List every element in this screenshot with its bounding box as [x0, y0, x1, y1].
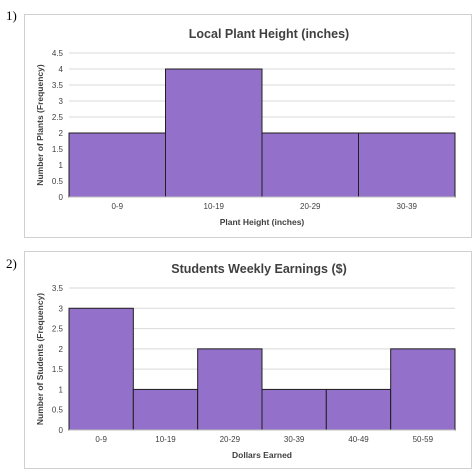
- y-tick-label: 4: [59, 65, 64, 74]
- y-tick-label: 4.5: [52, 49, 64, 58]
- bar-40-49: [325, 388, 392, 431]
- x-axis-title: Plant Height (inches): [220, 217, 305, 227]
- chart-panel-weekly-earnings: Students Weekly Earnings ($) 0 0.5 1 1.5 2 2.5…: [24, 251, 472, 469]
- bar-30-39: [261, 388, 327, 431]
- chart-title: Local Plant Height (inches): [189, 27, 349, 41]
- x-axis-title: Dollars Earned: [232, 450, 292, 460]
- x-tick-label: 50-59: [413, 435, 434, 444]
- x-tick-label: 30-39: [284, 435, 305, 444]
- x-tick-label: 30-39: [397, 202, 418, 211]
- y-tick-label: 0.5: [52, 406, 64, 415]
- problem-1-number: 1): [6, 8, 17, 23]
- bar-20-29: [197, 348, 263, 431]
- chart-title: Students Weekly Earnings ($): [171, 262, 347, 276]
- y-tick-label: 2: [59, 129, 64, 138]
- y-tick-label: 1.5: [52, 145, 64, 154]
- y-tick-label: 2.5: [52, 325, 64, 334]
- x-tick-label: 0-9: [95, 435, 107, 444]
- x-tick-label: 40-49: [348, 435, 369, 444]
- y-tick-label: 0.5: [52, 177, 64, 186]
- y-tick-label: 0: [59, 426, 64, 435]
- y-tick-label: 2: [59, 345, 64, 354]
- y-tick-label: 3: [59, 97, 64, 106]
- plant-height-histogram: Local Plant Height (inches) 0 0.5 1 1.5 2 2.5 3…: [35, 27, 456, 227]
- y-tick-label: 3: [59, 304, 64, 313]
- y-tick-label: 3.5: [52, 284, 64, 293]
- bar-50-59: [390, 348, 456, 431]
- bar-20-29: [261, 132, 359, 198]
- bar-10-19: [165, 68, 263, 198]
- y-axis-title: Number of Plants (Frequency): [35, 64, 45, 186]
- y-tick-label: 1: [59, 385, 64, 394]
- problem-2-number: 2): [6, 256, 17, 271]
- y-tick-label: 3.5: [52, 81, 64, 90]
- bar-0-9: [68, 132, 166, 198]
- y-tick-label: 2.5: [52, 113, 64, 122]
- bar-10-19: [132, 388, 199, 431]
- y-tick-label: 1.5: [52, 365, 64, 374]
- bar-0-9: [68, 307, 134, 431]
- weekly-earnings-histogram: Students Weekly Earnings ($) 0 0.5 1 1.5 2 2.5…: [35, 262, 456, 460]
- y-axis-title: Number of Students (Frequency): [35, 293, 45, 425]
- y-tick-label: 1: [59, 161, 64, 170]
- bar-30-39: [358, 132, 456, 198]
- x-tick-label: 20-29: [220, 435, 241, 444]
- x-tick-label: 20-29: [300, 202, 321, 211]
- chart-panel-plant-height: Local Plant Height (inches) 0 0.5 1 1.5 2 2.5 3…: [24, 14, 472, 238]
- y-tick-label: 0: [59, 193, 64, 202]
- x-tick-label: 10-19: [155, 435, 176, 444]
- x-tick-label: 0-9: [111, 202, 123, 211]
- x-tick-label: 10-19: [204, 202, 225, 211]
